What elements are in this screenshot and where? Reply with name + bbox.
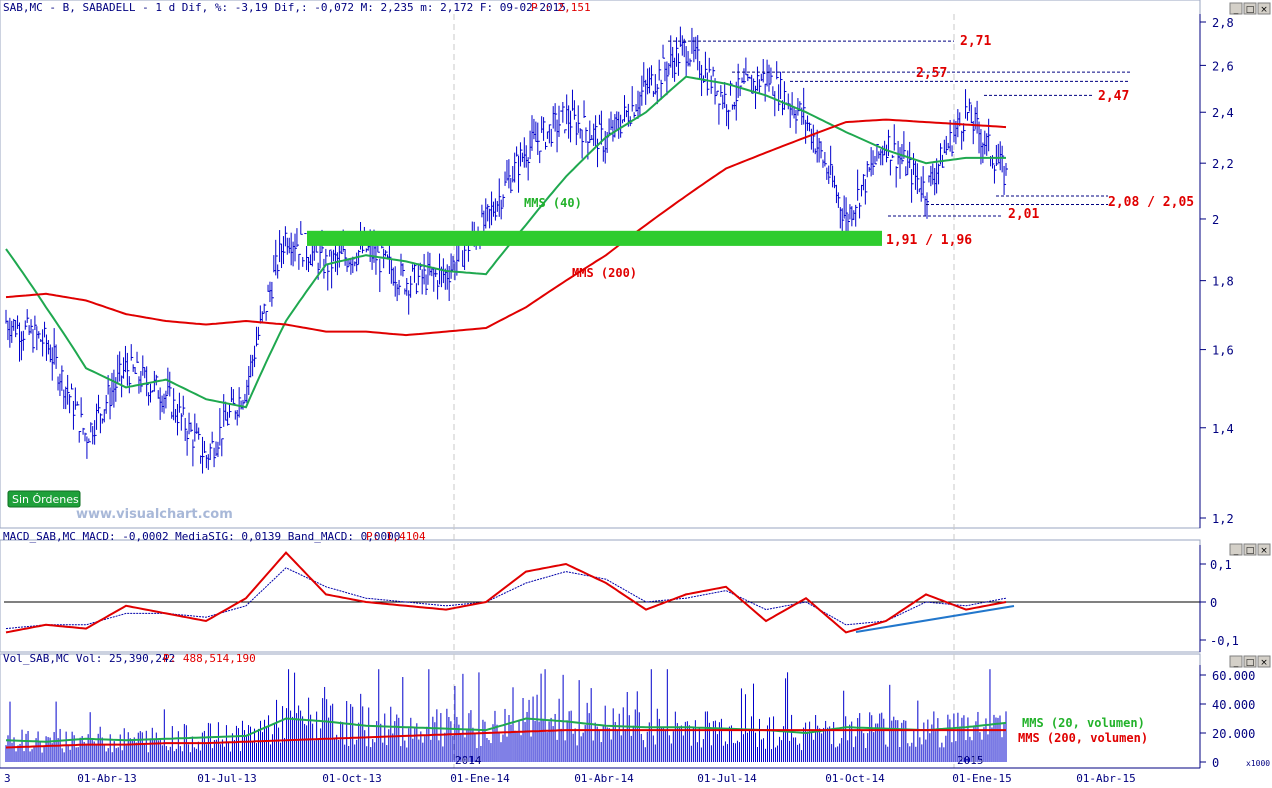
level-label-208-205: 2,08 / 2,05 — [1108, 195, 1194, 210]
sin-ordenes-button[interactable]: Sin Órdenes — [7, 490, 81, 508]
macd-lines — [5, 551, 1007, 634]
x-tick-label: 01-Abr-15 — [1076, 772, 1136, 785]
volume-axis: 0 20.000 40.000 60.000 — [1199, 665, 1255, 770]
moving-averages — [5, 75, 1007, 409]
macd-tick-label: 0 — [1210, 596, 1217, 610]
price-tick-label: 1,8 — [1212, 275, 1234, 289]
volume-tick-label: 60.000 — [1212, 669, 1255, 683]
close-icon: × — [1260, 658, 1268, 668]
macd-panel[interactable] — [0, 539, 1201, 653]
volume-last-label: P: 488,514,190 — [163, 652, 256, 665]
close-icon: × — [1260, 5, 1268, 15]
x-tick-label: 01-Oct-14 — [825, 772, 885, 785]
price-tick-label: 2 — [1212, 213, 1219, 227]
restore-button[interactable]: □ — [1243, 543, 1257, 556]
x-tick-label: 01-Abr-14 — [574, 772, 634, 785]
price-tick-label: 2,2 — [1212, 157, 1234, 171]
x-tick-label: 3 — [4, 772, 11, 785]
price-header: SAB,MC - B, SABADELL - 1 d Dif, %: -3,19… — [3, 1, 566, 14]
x-tick-label: 01-Jul-14 — [697, 772, 757, 785]
minimize-icon: _ — [1233, 5, 1239, 15]
restore-icon: □ — [1246, 658, 1255, 668]
macd-header: MACD_SAB,MC MACD: -0,0002 MediaSIG: 0,01… — [3, 530, 400, 543]
year-marker-2014: 2014 — [455, 754, 482, 767]
price-tick-label: 2,8 — [1212, 16, 1234, 30]
level-label-201: 2,01 — [1008, 207, 1039, 222]
volume-tick-label: 20.000 — [1212, 727, 1255, 741]
price-bars — [5, 26, 1008, 474]
year-marker-2015: 2015 — [957, 754, 984, 767]
restore-button[interactable]: □ — [1243, 2, 1257, 15]
close-icon: × — [1260, 546, 1268, 556]
restore-button[interactable]: □ — [1243, 655, 1257, 668]
restore-icon: □ — [1246, 5, 1255, 15]
vol-mms200-label: MMS (200, volumen) — [1018, 731, 1148, 745]
support-zone — [307, 230, 882, 246]
minimize-button[interactable]: _ — [1229, 543, 1243, 556]
price-tick-label: 2,4 — [1212, 106, 1234, 120]
volume-scale-unit: x1000 — [1246, 759, 1270, 768]
watermark: www.visualchart.com — [76, 507, 233, 522]
x-tick-label: 01-Ene-14 — [450, 772, 510, 785]
level-lines — [668, 40, 1130, 217]
mms40-label: MMS (40) — [524, 196, 582, 210]
level-label-247: 2,47 — [1098, 89, 1129, 104]
macd-line — [5, 551, 1007, 634]
volume-header: Vol_SAB,MC Vol: 25,390,242 — [3, 652, 175, 665]
restore-icon: □ — [1246, 546, 1255, 556]
close-button[interactable]: × — [1257, 543, 1271, 556]
vol-mms20-line — [5, 717, 1007, 743]
price-tick-label: 1,2 — [1212, 512, 1234, 526]
mms200-line — [5, 118, 1007, 337]
close-button[interactable]: × — [1257, 2, 1271, 15]
price-panel[interactable] — [0, 0, 1201, 529]
x-tick-label: 01-Oct-13 — [322, 772, 382, 785]
x-tick-label: 01-Ene-15 — [952, 772, 1012, 785]
macd-tick-label: 0,1 — [1210, 558, 1232, 572]
level-label-257: 2,57 — [916, 66, 947, 81]
price-tick-label: 2,6 — [1212, 59, 1234, 73]
vol-mms20-label: MMS (20, volumen) — [1022, 716, 1145, 730]
mms40-line — [5, 75, 1006, 409]
window-buttons: _ □ × _ □ × _ □ × — [1229, 2, 1271, 668]
macd-tick-label: -0,1 — [1210, 634, 1239, 648]
zone-label-191-196: 1,91 / 1,96 — [886, 233, 972, 248]
minimize-button[interactable]: _ — [1229, 2, 1243, 15]
volume-averages — [5, 717, 1007, 749]
x-tick-label: 01-Abr-13 — [77, 772, 137, 785]
price-last-label: P : 2,151 — [531, 1, 591, 14]
price-tick-label: 1,4 — [1212, 422, 1234, 436]
macd-axis: 0,1 0 -0,1 — [1199, 545, 1239, 652]
vol-mms200-line — [5, 729, 1006, 749]
volume-bars — [5, 669, 1007, 762]
x-tick-label: 01-Jul-13 — [197, 772, 257, 785]
mms200-label: MMS (200) — [572, 266, 637, 280]
level-label-271: 2,71 — [960, 34, 991, 49]
macd-last-label: P: 1,4104 — [366, 530, 426, 543]
price-axis: 1,2 1,4 1,6 1,8 2 2,2 2,4 2,6 2,8 — [1199, 14, 1234, 528]
minimize-icon: _ — [1233, 658, 1239, 668]
x-axis: 3 01-Abr-13 01-Jul-13 01-Oct-13 01-Ene-14 01-… — [0, 767, 1200, 785]
volume-tick-label: 40.000 — [1212, 698, 1255, 712]
minimize-icon: _ — [1233, 546, 1239, 556]
macd-trendline — [855, 605, 1015, 633]
volume-tick-label: 0 — [1212, 756, 1219, 770]
sin-ordenes-label: Sin Órdenes — [12, 493, 79, 506]
close-button[interactable]: × — [1257, 655, 1271, 668]
minimize-button[interactable]: _ — [1229, 655, 1243, 668]
price-tick-label: 1,6 — [1212, 344, 1234, 358]
